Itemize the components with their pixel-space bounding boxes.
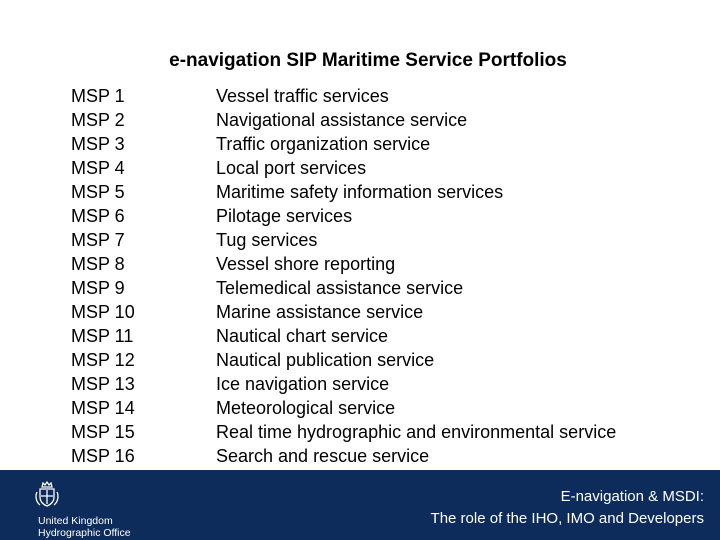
msp-service: Pilotage services xyxy=(216,206,353,226)
msp-service: Search and rescue service xyxy=(216,446,430,466)
msp-code: MSP 12 xyxy=(71,350,135,370)
msp-service: Vessel traffic services xyxy=(216,86,389,106)
royal-crest-icon xyxy=(35,480,59,507)
msp-code: MSP 3 xyxy=(71,134,125,154)
msp-code: MSP 6 xyxy=(71,206,125,226)
msp-service: Telemedical assistance service xyxy=(216,278,464,298)
msp-code: MSP 10 xyxy=(71,302,135,322)
msp-service: Meteorological service xyxy=(216,398,396,418)
msp-code: MSP 11 xyxy=(71,326,134,346)
caption-line-1: E-navigation & MSDI: xyxy=(560,488,704,505)
organisation-name: United Kingdom Hydrographic Office xyxy=(38,515,131,539)
msp-code: MSP 16 xyxy=(71,446,135,466)
msp-code: MSP 5 xyxy=(71,182,125,202)
msp-service: Tug services xyxy=(216,230,318,250)
msp-service: Maritime safety information services xyxy=(216,182,504,202)
msp-service: Nautical publication service xyxy=(216,350,435,370)
msp-code: MSP 8 xyxy=(71,254,125,274)
msp-code: MSP 4 xyxy=(71,158,125,178)
msp-service: Ice navigation service xyxy=(216,374,390,394)
msp-code: MSP 15 xyxy=(71,422,135,442)
msp-code: MSP 2 xyxy=(71,110,125,130)
msp-code: MSP 13 xyxy=(71,374,135,394)
msp-code: MSP 9 xyxy=(71,278,125,298)
msp-service: Nautical chart service xyxy=(216,326,389,346)
footer-caption: E-navigation & MSDI: The role of the IHO… xyxy=(431,486,704,530)
slide-title: e-navigation SIP Maritime Service Portfo… xyxy=(169,50,567,71)
msp-code: MSP 1 xyxy=(71,86,125,106)
msp-service: Real time hydrographic and environmental… xyxy=(216,422,617,442)
msp-service: Navigational assistance service xyxy=(216,110,468,130)
footer-bar: United Kingdom Hydrographic Office E-nav… xyxy=(0,470,720,540)
caption-line-2: The role of the IHO, IMO and Developers xyxy=(430,510,704,527)
msp-code: MSP 7 xyxy=(71,230,125,250)
msp-service: Vessel shore reporting xyxy=(216,254,396,274)
msp-service: Traffic organization service xyxy=(216,134,431,154)
msp-code: MSP 14 xyxy=(71,398,135,418)
msp-service: Marine assistance service xyxy=(216,302,424,322)
msp-service: Local port services xyxy=(216,158,367,178)
org-name-line-2: Hydrographic Office xyxy=(38,527,131,539)
org-name-line-1: United Kingdom xyxy=(38,515,113,527)
